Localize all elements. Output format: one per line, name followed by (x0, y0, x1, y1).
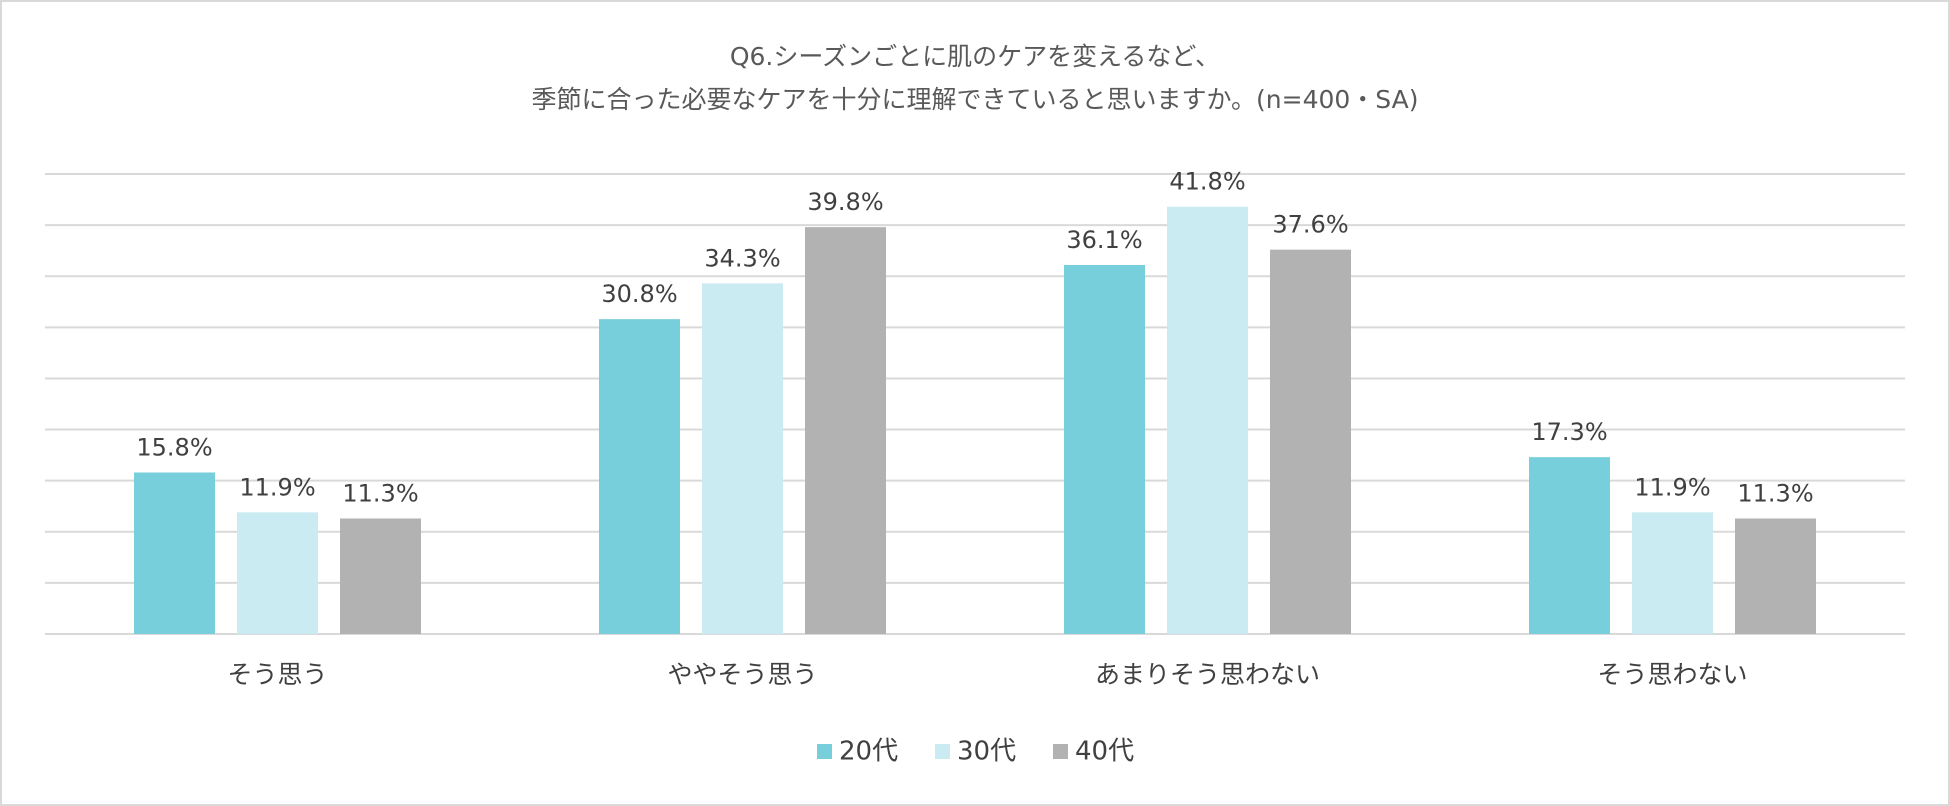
bar (1735, 518, 1816, 634)
chart-title: Q6.シーズンごとに肌のケアを変えるなど、 (730, 42, 1220, 71)
legend-swatch (1053, 744, 1068, 759)
bar (805, 227, 886, 634)
bar (1064, 264, 1145, 634)
legend-swatch (817, 744, 832, 759)
value-label: 39.8% (807, 188, 883, 216)
value-label: 37.6% (1272, 211, 1348, 239)
value-label: 30.8% (601, 280, 677, 308)
bar (1529, 457, 1610, 634)
bar (599, 319, 680, 634)
chart-title: 季節に合った必要なケアを十分に理解できていると思いますか。(n=400・SA) (532, 85, 1419, 114)
legend-label: 40代 (1075, 737, 1134, 767)
value-label: 36.1% (1066, 226, 1142, 254)
value-label: 11.9% (1634, 473, 1710, 501)
value-label: 41.8% (1169, 168, 1245, 196)
legend-swatch (935, 744, 950, 759)
bar (1167, 206, 1248, 634)
bar (702, 283, 783, 634)
bar (340, 518, 421, 634)
x-tick-label: あまりそう思わない (1095, 660, 1320, 689)
legend-label: 30代 (957, 737, 1016, 767)
value-label: 11.3% (342, 479, 418, 507)
value-label: 11.3% (1737, 479, 1813, 507)
bar (1632, 512, 1713, 634)
x-tick-label: ややそう思う (667, 660, 817, 689)
x-tick-label: そう思う (227, 660, 327, 689)
value-label: 17.3% (1531, 418, 1607, 446)
value-label: 34.3% (704, 244, 780, 272)
bar (134, 472, 215, 634)
bar (237, 512, 318, 634)
value-label: 11.9% (239, 473, 315, 501)
x-tick-label: そう思わない (1597, 660, 1747, 689)
value-label: 15.8% (136, 433, 212, 461)
legend-label: 20代 (839, 737, 898, 767)
bar (1270, 249, 1351, 634)
